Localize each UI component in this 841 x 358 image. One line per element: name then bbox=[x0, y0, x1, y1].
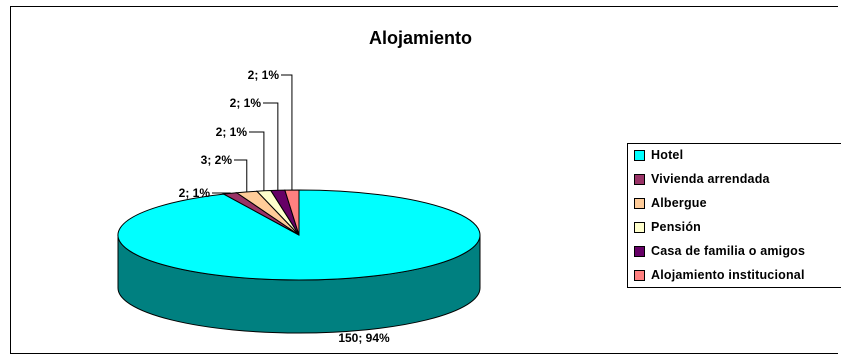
legend: Hotel Vivienda arrendada Albergue Pensió… bbox=[627, 143, 841, 288]
leader-line bbox=[263, 102, 279, 191]
data-label-vivienda-arrendada: 2; 1% bbox=[179, 186, 211, 200]
legend-label: Albergue bbox=[651, 196, 707, 210]
legend-item-vivienda-arrendada: Vivienda arrendada bbox=[634, 170, 770, 188]
legend-label: Pensión bbox=[651, 220, 702, 234]
data-label-pensi-n: 2; 1% bbox=[216, 125, 248, 139]
leader-line bbox=[234, 159, 248, 192]
pie-leader-lines bbox=[212, 74, 293, 194]
legend-swatch bbox=[634, 245, 645, 257]
data-label-alojamiento-institucional: 2; 1% bbox=[248, 68, 280, 82]
chart-title: Alojamiento bbox=[368, 28, 472, 48]
legend-swatch bbox=[634, 269, 645, 281]
legend-item-hotel: Hotel bbox=[634, 146, 683, 164]
legend-swatch bbox=[634, 173, 645, 185]
legend-label: Casa de familia o amigos bbox=[651, 244, 806, 258]
pie-top bbox=[117, 189, 481, 281]
legend-swatch bbox=[634, 221, 645, 233]
chart-frame bbox=[10, 6, 838, 354]
pie-data-labels: 150; 94% 2; 1% 3; 2% 2; 1% 2; 1% 2; 1% bbox=[179, 68, 390, 345]
legend-label: Hotel bbox=[651, 148, 684, 162]
data-label-casa-de-familia-o-amigos: 2; 1% bbox=[230, 96, 262, 110]
legend-swatch bbox=[634, 197, 645, 209]
legend-item-alojamiento-institucional: Alojamiento institucional bbox=[634, 266, 805, 284]
legend-label: Vivienda arrendada bbox=[651, 172, 770, 186]
leader-line bbox=[281, 74, 293, 191]
legend-item-pension: Pensión bbox=[634, 218, 701, 236]
legend-label: Alojamiento institucional bbox=[651, 268, 805, 282]
data-label-hotel: 150; 94% bbox=[338, 331, 390, 345]
data-label-albergue: 3; 2% bbox=[201, 153, 233, 167]
legend-swatch bbox=[634, 149, 645, 161]
legend-item-casa-de-familia: Casa de familia o amigos bbox=[634, 242, 805, 260]
leader-line bbox=[249, 131, 265, 191]
legend-item-albergue: Albergue bbox=[634, 194, 707, 212]
